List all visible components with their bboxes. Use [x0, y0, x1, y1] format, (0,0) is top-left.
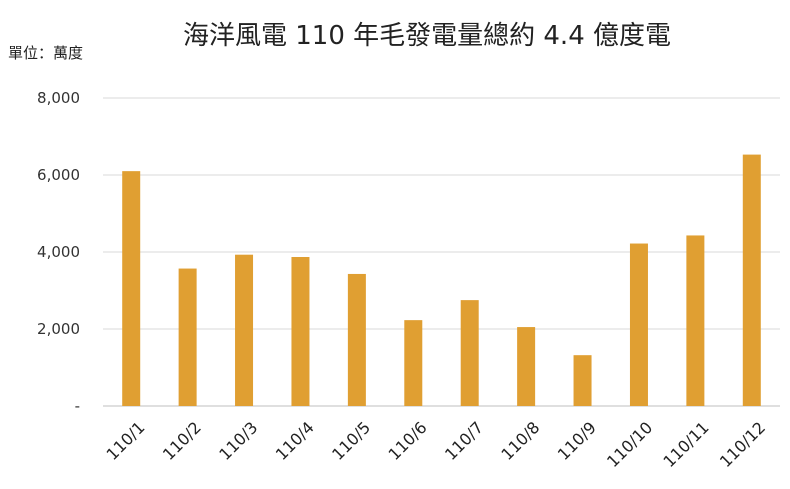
- bars: [122, 154, 761, 406]
- x-axis-ticks: 110/1 110/2 110/3 110/4 110/5 110/6 110/7 110/8…: [102, 418, 769, 471]
- y-tick-label: 6,000: [37, 166, 80, 184]
- y-tick-label: -: [75, 397, 80, 415]
- bar-110-4: [291, 257, 310, 406]
- x-tick-label: 110/5: [328, 418, 374, 464]
- x-tick-label: 110/6: [385, 418, 431, 464]
- x-tick-label: 110/4: [272, 418, 318, 464]
- x-tick-label: 110/2: [159, 418, 205, 464]
- x-tick-label: 110/12: [716, 418, 769, 471]
- x-tick-label: 110/11: [659, 418, 712, 471]
- y-tick-label: 8,000: [37, 89, 80, 107]
- bar-110-2: [178, 268, 197, 406]
- bar-110-11: [686, 235, 705, 406]
- y-tick-label: 2,000: [37, 320, 80, 338]
- bar-110-1: [122, 171, 141, 406]
- x-tick-label: 110/3: [215, 418, 261, 464]
- bar-110-6: [404, 320, 423, 406]
- x-tick-label: 110/9: [554, 418, 600, 464]
- x-tick-label: 110/1: [102, 418, 148, 464]
- bar-110-5: [347, 273, 366, 406]
- bar-110-12: [742, 154, 761, 406]
- x-tick-label: 110/10: [603, 418, 656, 471]
- bar-110-10: [629, 243, 648, 406]
- bar-110-8: [517, 327, 536, 406]
- bar-110-3: [235, 254, 254, 406]
- x-tick-label: 110/7: [441, 418, 487, 464]
- gridlines: [103, 97, 780, 407]
- unit-label: 單位：萬度: [8, 44, 83, 62]
- y-tick-label: 4,000: [37, 243, 80, 261]
- chart-title: 海洋風電 110 年毛發電量總約 4.4 億度電: [183, 21, 671, 51]
- bar-110-7: [460, 300, 479, 406]
- bar-110-9: [573, 355, 592, 406]
- y-axis-ticks: - 2,000 4,000 6,000 8,000: [37, 89, 80, 415]
- x-tick-label: 110/8: [497, 418, 543, 464]
